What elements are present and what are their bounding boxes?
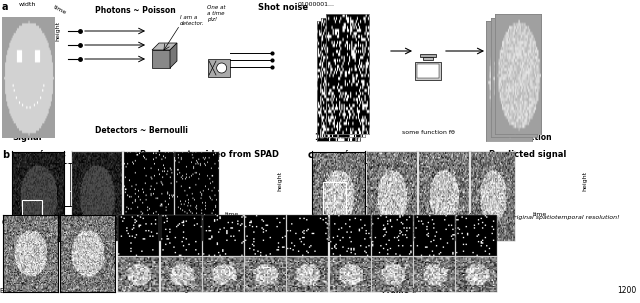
Text: height: height: [582, 171, 587, 191]
Bar: [208, 59, 230, 77]
Bar: [16, 163, 72, 206]
Text: some function fθ: some function fθ: [401, 130, 454, 135]
Text: d: d: [2, 217, 9, 227]
Text: zoom in to view: zoom in to view: [7, 202, 49, 207]
Text: time: time: [225, 212, 239, 217]
Text: a: a: [2, 2, 8, 12]
Text: Prediction: Prediction: [507, 133, 552, 142]
Text: Bin 128 Frames: Bin 128 Frames: [0, 288, 54, 294]
Bar: [323, 182, 346, 215]
Text: b: b: [2, 150, 9, 160]
Text: c: c: [308, 150, 314, 160]
Text: time: time: [533, 212, 547, 217]
Bar: [420, 54, 436, 57]
Text: Shot noise: Shot noise: [258, 3, 308, 12]
Bar: [12, 163, 70, 206]
Bar: [24, 163, 76, 206]
Bar: [330, 163, 382, 206]
Bar: [423, 57, 433, 60]
Text: Predicted signal: Predicted signal: [490, 150, 566, 159]
Text: frames: frames: [40, 150, 67, 159]
Text: width: width: [467, 212, 484, 217]
Bar: [322, 163, 378, 206]
Bar: [152, 50, 170, 68]
Bar: [20, 163, 74, 206]
Text: 01000001...: 01000001...: [298, 2, 335, 7]
Text: Bin 512 frames: Bin 512 frames: [60, 288, 114, 294]
Text: One at
a time
plz!: One at a time plz!: [207, 5, 225, 22]
Circle shape: [216, 63, 227, 73]
Polygon shape: [152, 43, 177, 50]
Text: I am a
detector.: I am a detector.: [180, 15, 204, 26]
Text: Frame #: Frame #: [382, 286, 418, 295]
Text: height: height: [277, 171, 282, 191]
Text: 0: 0: [183, 286, 188, 295]
Text: time: time: [52, 4, 67, 15]
Text: Detectors ~ Bernoulli: Detectors ~ Bernoulli: [95, 126, 188, 135]
Text: Photons ~ Poisson: Photons ~ Poisson: [95, 6, 176, 15]
Bar: [22, 200, 42, 227]
Bar: [326, 163, 380, 206]
Text: 1-bit array: 1-bit array: [316, 133, 361, 142]
Bar: [417, 64, 439, 78]
Text: width: width: [161, 212, 179, 217]
Text: Real quanta video from SPAD: Real quanta video from SPAD: [141, 150, 280, 159]
Bar: [415, 62, 441, 80]
Text: width: width: [19, 2, 36, 7]
Text: Signal: Signal: [12, 133, 42, 142]
Text: frames: frames: [344, 150, 371, 159]
Bar: [318, 163, 376, 206]
Text: 1200: 1200: [617, 286, 636, 295]
Polygon shape: [170, 43, 177, 68]
Text: height: height: [55, 21, 60, 41]
Text: At the original spatiotemporal resolution!: At the original spatiotemporal resolutio…: [490, 215, 620, 220]
